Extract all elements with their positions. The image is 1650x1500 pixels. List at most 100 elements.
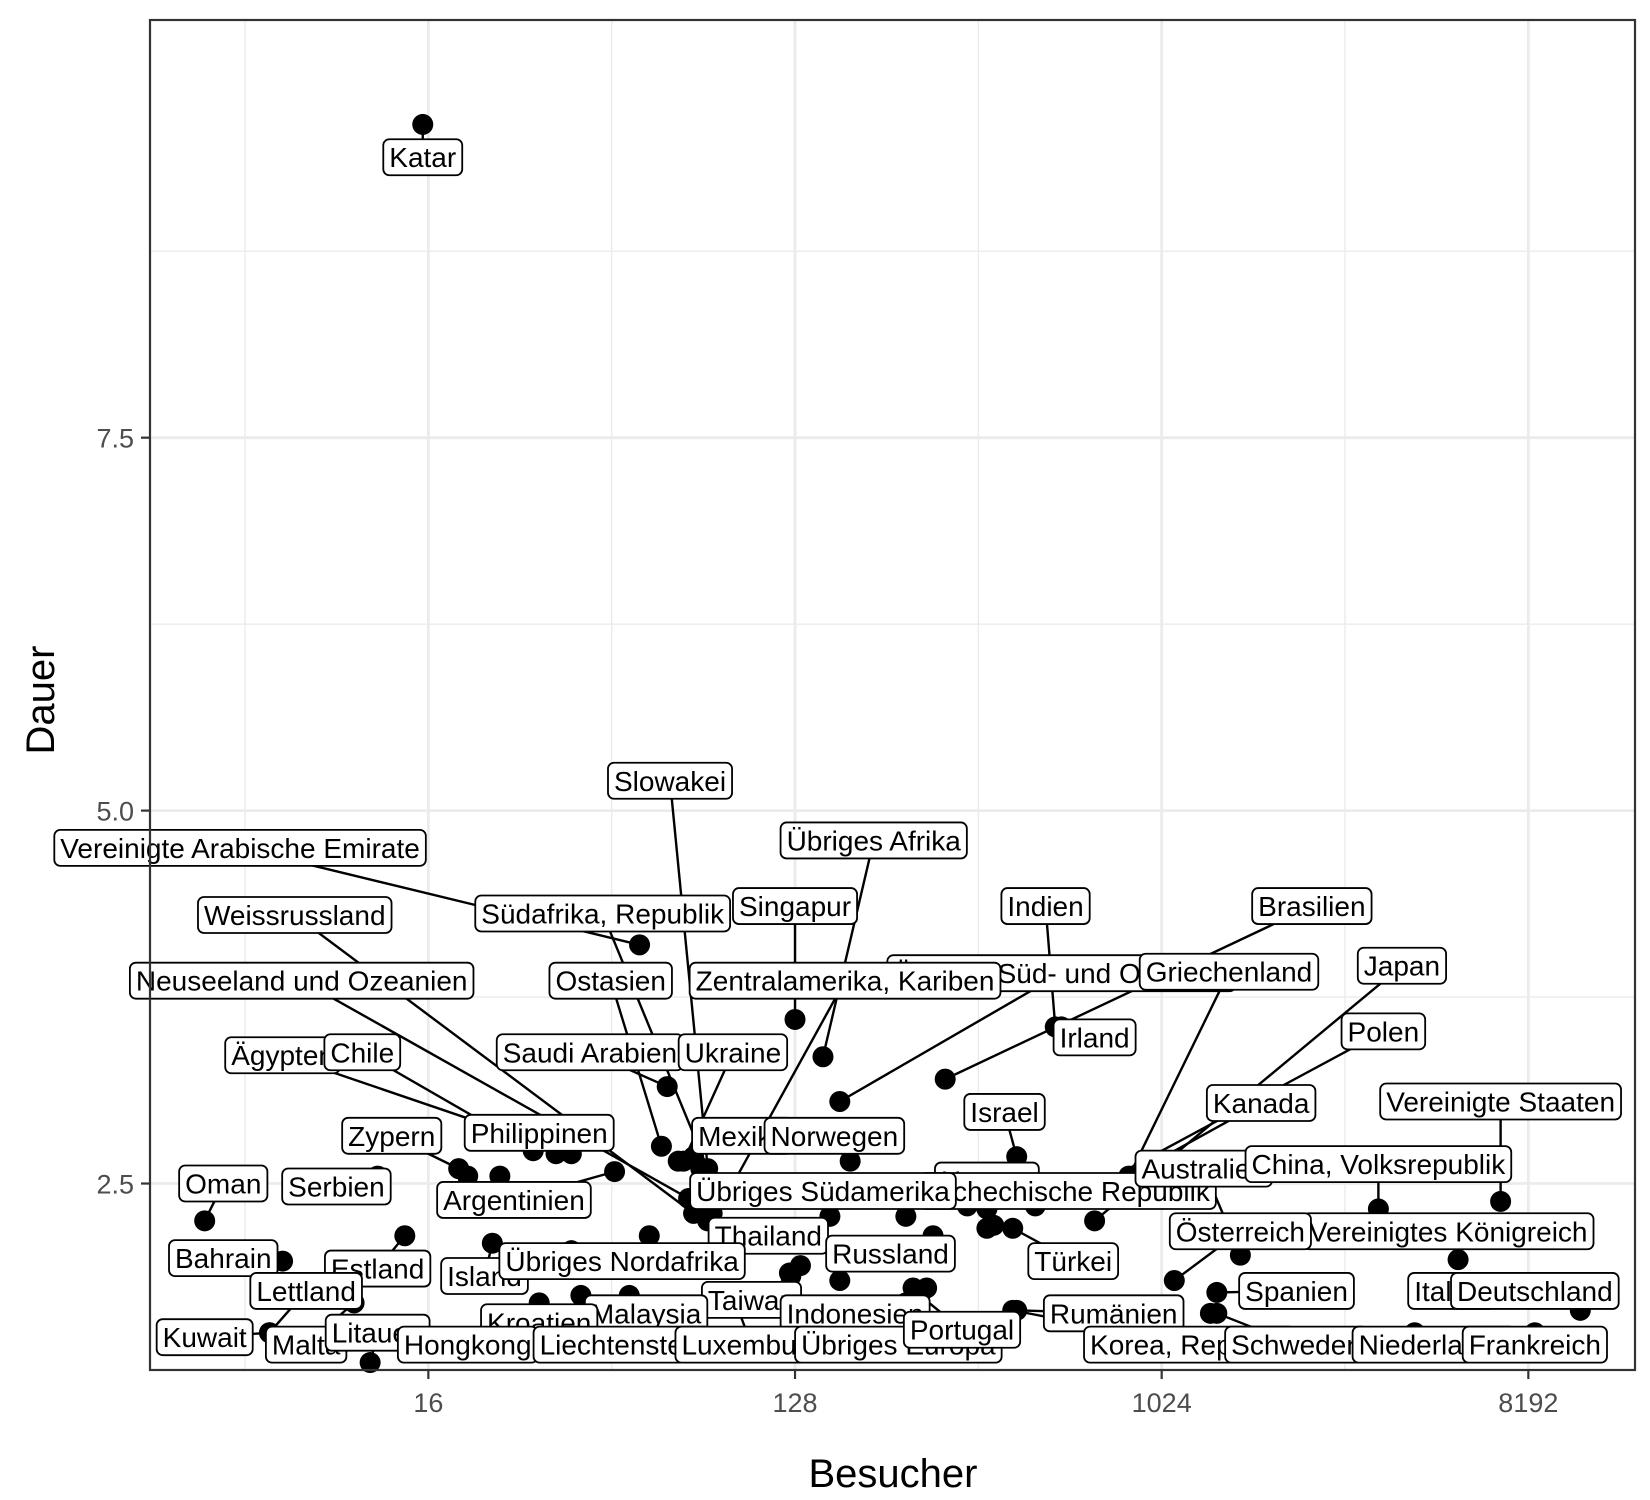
point-label-text: Serbien xyxy=(288,1172,385,1203)
data-point xyxy=(983,1214,1005,1236)
point-label-text: Indonesien xyxy=(787,1298,924,1329)
point-label: Türkei xyxy=(1027,1242,1120,1281)
point-label-text: Israel xyxy=(970,1097,1038,1128)
point-label-box xyxy=(168,1239,279,1278)
point-label: Übriges Südamerika xyxy=(689,1172,957,1210)
point-label-text: Kanada xyxy=(1213,1088,1310,1119)
point-label-box xyxy=(382,138,464,177)
x-tick-label: 1024 xyxy=(1132,1388,1192,1418)
point-label-box xyxy=(1461,1325,1608,1364)
point-label-text: Griechenland xyxy=(1146,957,1313,988)
point-label-box xyxy=(732,887,858,925)
point-label-text: Ukraine xyxy=(685,1037,781,1068)
data-point xyxy=(1002,1217,1024,1239)
data-point xyxy=(1490,1190,1512,1212)
point-label: Rumänien xyxy=(1042,1294,1185,1333)
point-label-text: Rumänien xyxy=(1050,1298,1178,1329)
point-label-text: Argentinien xyxy=(443,1185,585,1216)
point-label: Übriges Afrika xyxy=(779,821,968,860)
point-label: Deutschland xyxy=(1450,1272,1620,1310)
leader-line xyxy=(821,840,875,1058)
point-label: Portugal xyxy=(902,1310,1022,1349)
point-label: Chile xyxy=(323,1033,402,1072)
data-point xyxy=(1084,1210,1106,1232)
data-point xyxy=(895,1205,917,1227)
point-label-text: Brasilien xyxy=(1258,891,1365,922)
data-point xyxy=(656,1076,678,1098)
point-label: Österreich xyxy=(1168,1212,1312,1251)
data-point xyxy=(829,1090,851,1112)
point-label: Neuseeland und Ozeanien xyxy=(128,961,475,1000)
point-label-text: Philippinen xyxy=(471,1118,608,1149)
point-label: Spanien xyxy=(1238,1272,1355,1310)
point-label: Hongkong xyxy=(396,1325,539,1364)
point-label-box xyxy=(1251,887,1373,925)
data-point xyxy=(916,1277,938,1299)
data-point xyxy=(839,1150,861,1172)
point-label: Irland xyxy=(1052,1018,1137,1057)
point-label: Vereinigte Staaten xyxy=(1379,1082,1622,1121)
point-label-box xyxy=(1000,887,1091,925)
leader-line xyxy=(839,972,1063,1103)
point-label-box xyxy=(548,961,673,1000)
point-label-box xyxy=(249,1272,363,1310)
point-label-text: Ägypten xyxy=(231,1040,334,1071)
point-label-box xyxy=(1379,1082,1622,1121)
y-axis-title: Dauer xyxy=(19,646,63,755)
point-label: Katar xyxy=(382,138,464,177)
point-label: Slowakei xyxy=(607,761,733,800)
point-label: Griechenland xyxy=(1138,952,1320,991)
point-label-text: Türkei xyxy=(1034,1246,1112,1277)
data-point xyxy=(934,1068,956,1090)
leader-line xyxy=(723,980,847,1200)
point-label-box xyxy=(323,1033,402,1072)
data-point xyxy=(784,1008,806,1030)
point-label-text: Lettland xyxy=(256,1276,356,1307)
leader-line xyxy=(301,979,690,1200)
point-label-text: China, Volksrepublik xyxy=(1252,1149,1507,1180)
data-point xyxy=(194,1210,216,1232)
data-point xyxy=(667,1150,689,1172)
point-label-box xyxy=(128,961,475,1000)
point-label-box xyxy=(689,1172,957,1210)
point-label: Südafrika, Republik xyxy=(474,894,731,933)
point-label-box xyxy=(963,1093,1046,1131)
x-tick-label: 16 xyxy=(413,1388,443,1418)
point-label: Norwegen xyxy=(763,1116,906,1155)
point-label-box xyxy=(902,1310,1022,1349)
point-label: Philippinen xyxy=(463,1113,615,1152)
point-label-text: Malaysia xyxy=(591,1298,702,1329)
point-label-text: Indien xyxy=(1007,891,1083,922)
point-label-text: Neuseeland und Ozeanien xyxy=(136,966,468,997)
point-label-text: Oman xyxy=(185,1169,261,1200)
data-point xyxy=(1199,1302,1221,1324)
point-label-text: Slowakei xyxy=(614,766,726,797)
point-label: Russland xyxy=(825,1234,956,1273)
point-label-text: Österreich xyxy=(1176,1216,1305,1247)
point-label-box xyxy=(1205,1084,1317,1122)
point-label-box xyxy=(474,894,731,933)
point-label-text: Frankreich xyxy=(1469,1330,1601,1361)
point-label: Lettland xyxy=(249,1272,363,1310)
data-point xyxy=(604,1161,626,1183)
point-label-text: Saudi Arabien xyxy=(503,1037,677,1068)
y-tick-label: 5.0 xyxy=(96,797,134,827)
data-point xyxy=(812,1046,834,1068)
point-label-box xyxy=(763,1116,906,1155)
data-point xyxy=(481,1232,503,1254)
point-label: Israel xyxy=(963,1093,1046,1131)
point-label: Frankreich xyxy=(1461,1325,1608,1364)
point-label-box xyxy=(1340,1012,1427,1051)
point-label-text: Vereinigtes Königreich xyxy=(1309,1216,1588,1247)
point-label: Indien xyxy=(1000,887,1091,925)
data-point xyxy=(412,113,434,135)
point-label: Bahrain xyxy=(168,1239,279,1278)
point-label: Japan xyxy=(1356,946,1447,985)
point-label-text: Zentralamerika, Kariben xyxy=(696,966,995,997)
point-label-text: Schweden xyxy=(1231,1330,1362,1361)
point-label-text: Portugal xyxy=(910,1315,1014,1346)
data-point xyxy=(1206,1281,1228,1303)
point-label: Saudi Arabien xyxy=(495,1033,685,1072)
point-label: Zypern xyxy=(341,1116,443,1155)
